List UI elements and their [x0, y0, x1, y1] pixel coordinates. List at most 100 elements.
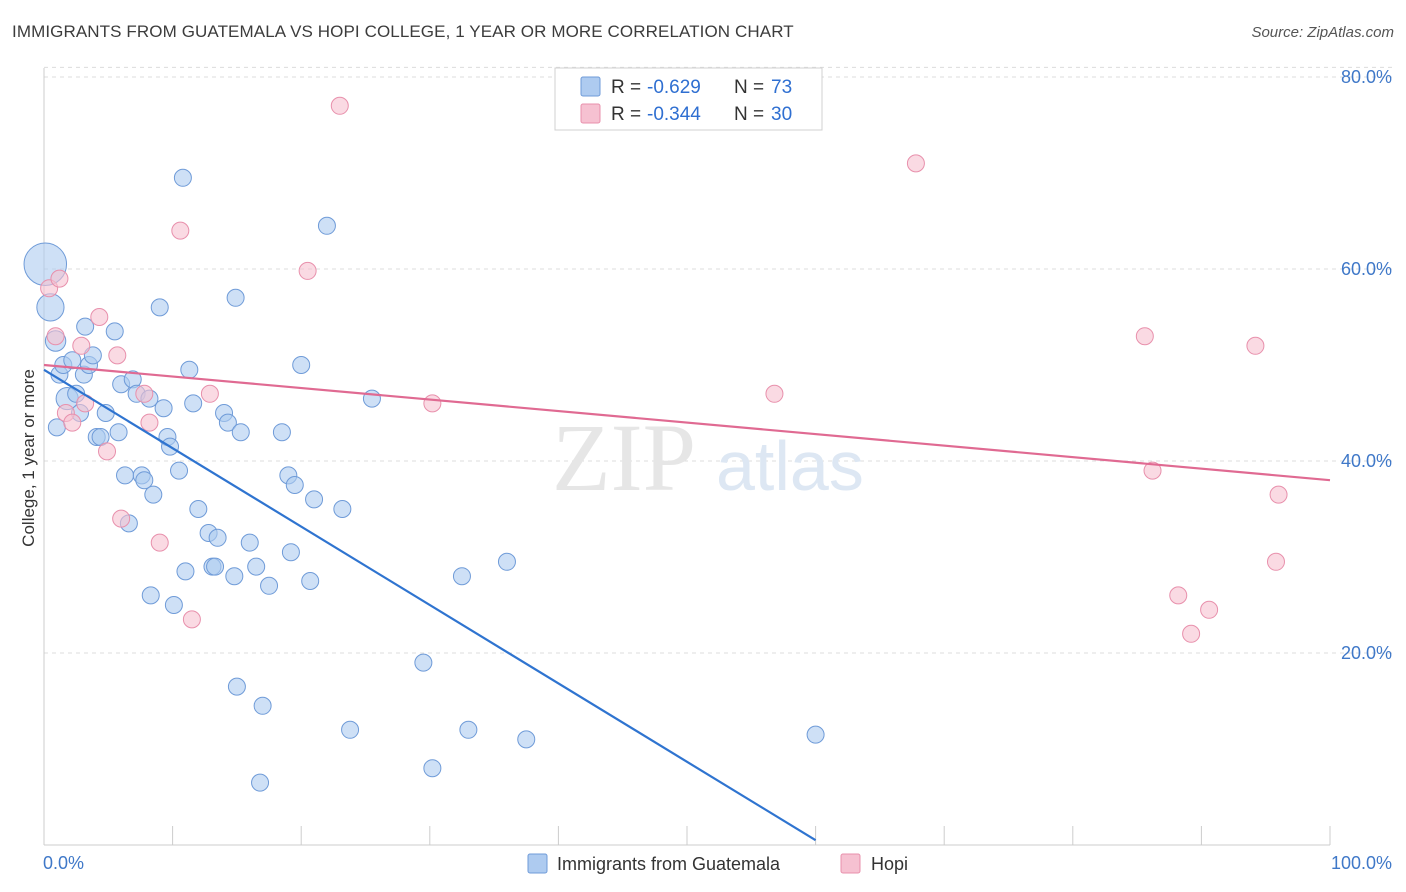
guatemala-point-33 [170, 461, 189, 480]
hopi-point-28 [1266, 552, 1285, 571]
hopi-point-12 [140, 413, 159, 432]
series-guatemala-points [23, 168, 825, 792]
hopi-point-27 [1246, 336, 1265, 355]
guatemala-point-32 [164, 596, 183, 614]
guatemala-point-1 [36, 293, 65, 322]
hopi-point-2 [46, 327, 65, 346]
hopi-point-19 [423, 394, 442, 413]
axes [43, 68, 1331, 846]
guatemala-point-28 [150, 298, 169, 317]
bottom-legend-label-hopi: Hopi [871, 854, 908, 874]
hopi-point-8 [98, 442, 117, 461]
guatemala-point-58 [317, 216, 336, 235]
x-tick-label-min: 0.0% [43, 853, 84, 873]
guatemala-point-6 [63, 351, 82, 370]
hopi-point-7 [90, 308, 109, 326]
guatemala-point-65 [414, 653, 433, 672]
hopi-point-10 [112, 509, 131, 528]
hopi-point-23 [1143, 461, 1162, 480]
legend-r-value-1: -0.629 [647, 77, 701, 98]
legend-n-value-1: 73 [771, 77, 792, 98]
guatemala-point-66 [423, 759, 442, 778]
guatemala-point-34 [173, 168, 192, 187]
guatemala-point-59 [333, 500, 352, 518]
guatemala-point-16 [105, 322, 124, 341]
legend-r-label-1: R = [611, 77, 641, 98]
hopi-point-9 [108, 346, 127, 365]
watermark-zip: ZIP [552, 404, 696, 511]
guatemala-point-38 [189, 500, 208, 518]
hopi-point-20 [765, 384, 784, 403]
bottom-legend-swatch-blue [527, 853, 548, 874]
hopi-point-26 [1200, 600, 1219, 619]
legend-n-label-2: N = [734, 104, 764, 125]
guatemala-point-64 [362, 389, 381, 408]
hopi-point-17 [298, 261, 317, 280]
guatemala-point-41 [206, 557, 225, 576]
source-label: Source: ZipAtlas.com [1251, 24, 1394, 41]
trend-line-guatemala [43, 368, 817, 842]
legend-r-value-2: -0.344 [647, 104, 701, 125]
hopi-point-25 [1182, 624, 1201, 643]
hopi-point-29 [1269, 485, 1288, 504]
guatemala-point-12 [83, 346, 102, 365]
trend-line-hopi [43, 363, 1331, 482]
legend-r-label-2: R = [611, 104, 641, 125]
guatemala-point-60 [227, 677, 246, 696]
legend-swatch-blue [580, 76, 601, 97]
legend-n-value-2: 30 [771, 104, 792, 125]
guatemala-point-42 [208, 528, 227, 547]
guatemala-point-53 [281, 543, 300, 562]
series-legend: Immigrants from Guatemala Hopi [527, 853, 908, 874]
trend-lines [43, 363, 1331, 842]
hopi-point-22 [1135, 327, 1154, 346]
hopi-point-13 [150, 533, 169, 552]
chart-title: IMMIGRANTS FROM GUATEMALA VS HOPI COLLEG… [12, 22, 794, 41]
guatemala-point-55 [292, 356, 311, 374]
hopi-point-1 [50, 269, 69, 288]
guatemala-point-37 [184, 394, 203, 413]
watermark-atlas: atlas [716, 427, 864, 505]
hopi-point-5 [72, 336, 91, 355]
grid-lines [44, 66, 1392, 654]
y-tick-label-20: 20.0% [1341, 643, 1392, 663]
guatemala-point-69 [497, 552, 516, 571]
hopi-point-15 [182, 610, 201, 629]
guatemala-point-62 [251, 773, 270, 792]
hopi-point-14 [171, 221, 190, 240]
guatemala-point-54 [285, 476, 304, 494]
guatemala-point-35 [176, 562, 195, 581]
guatemala-point-26 [144, 485, 163, 504]
series-hopi-points [40, 96, 1288, 643]
guatemala-point-46 [226, 288, 245, 307]
guatemala-point-49 [247, 557, 266, 576]
guatemala-point-67 [452, 567, 471, 586]
guatemala-point-48 [240, 533, 259, 552]
guatemala-point-10 [76, 317, 95, 336]
legend-n-label-1: N = [734, 77, 764, 98]
guatemala-point-47 [231, 423, 250, 442]
guatemala-point-24 [135, 471, 154, 490]
guatemala-point-56 [301, 572, 320, 590]
bottom-legend-swatch-pink [840, 853, 861, 874]
y-tick-labels: 20.0% 40.0% 60.0% 80.0% [1341, 67, 1392, 663]
guatemala-point-27 [141, 586, 160, 605]
guatemala-point-45 [225, 567, 244, 586]
y-tick-label-80: 80.0% [1341, 67, 1392, 87]
hopi-point-18 [330, 96, 349, 115]
guatemala-point-29 [154, 399, 173, 418]
guatemala-point-44 [218, 413, 237, 432]
hopi-point-16 [200, 384, 219, 403]
hopi-point-24 [1169, 586, 1188, 605]
y-axis-title: College, 1 year or more [19, 369, 38, 547]
hopi-point-4 [63, 413, 82, 432]
hopi-point-11 [135, 384, 154, 403]
stats-legend: R = -0.629 N = 73 R = -0.344 N = 30 [554, 67, 823, 131]
guatemala-point-51 [272, 423, 291, 442]
guatemala-point-57 [305, 490, 324, 509]
guatemala-point-68 [459, 720, 478, 739]
y-tick-label-40: 40.0% [1341, 451, 1392, 471]
guatemala-point-17 [109, 423, 128, 442]
guatemala-point-61 [253, 696, 272, 715]
